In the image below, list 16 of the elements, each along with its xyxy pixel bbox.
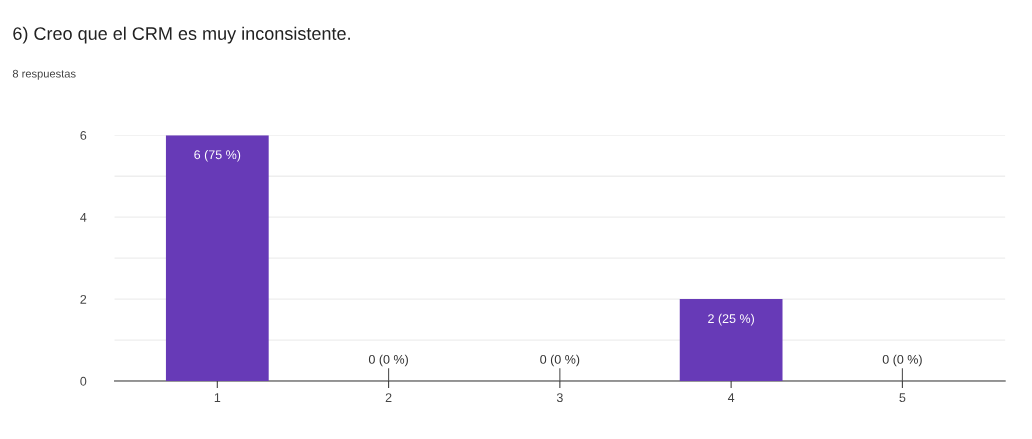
y-tick-label: 6 xyxy=(80,131,87,140)
x-tick-label: 5 xyxy=(899,393,906,403)
chart-subtitle: 8 respuestas xyxy=(12,69,76,80)
x-tick-label: 2 xyxy=(385,393,392,402)
y-tick-label: 0 xyxy=(80,376,87,386)
x-tick-label: 1 xyxy=(214,393,221,402)
data-label: 0 (0 %) xyxy=(540,354,580,367)
y-tick-label: 2 xyxy=(80,294,87,304)
x-tick-label: 3 xyxy=(556,393,563,403)
data-label: 2 (25 %) xyxy=(708,313,754,326)
data-label: 0 (0 %) xyxy=(882,354,922,367)
y-tick-label: 4 xyxy=(80,213,87,222)
data-label: 6 (75 %) xyxy=(194,149,241,162)
chart-title: 6) Creo que el CRM es muy inconsistente. xyxy=(13,26,350,44)
data-label: 0 (0 %) xyxy=(368,354,408,367)
x-tick-label: 4 xyxy=(727,393,735,402)
